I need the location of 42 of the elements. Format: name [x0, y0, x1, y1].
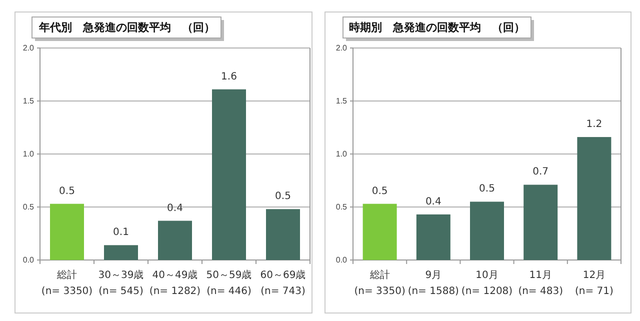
- data-label: 1.2: [586, 119, 602, 130]
- bar: [524, 184, 558, 260]
- bar: [362, 204, 397, 260]
- y-tick-label: 1.0: [336, 150, 348, 159]
- y-tick-label: 0.0: [336, 256, 348, 265]
- bar: [104, 245, 138, 260]
- x-tick-label: 60～69歳 (n= 743): [260, 269, 306, 297]
- bar: [470, 202, 504, 260]
- x-tick-label: 30～39歳 (n= 545): [98, 269, 144, 297]
- x-tick-label: 50～59歳 (n= 446): [206, 269, 252, 297]
- y-tick-label: 2.0: [336, 44, 348, 53]
- data-label: 0.5: [372, 186, 388, 197]
- data-label: 0.5: [59, 186, 75, 197]
- bar: [158, 220, 192, 260]
- x-tick-label: 総計 (n= 3350): [41, 269, 93, 297]
- x-tick-label: 総計 (n= 3350): [354, 269, 406, 297]
- x-tick-label: 10月 (n= 1208): [461, 270, 513, 297]
- x-tick-label: 40～49歳 (n= 1282): [149, 269, 201, 297]
- data-label: 0.7: [532, 166, 549, 178]
- y-tick-label: 2.0: [22, 44, 35, 53]
- data-label: 0.4: [425, 196, 442, 208]
- bar: [212, 89, 246, 260]
- data-label: 0.1: [113, 227, 129, 238]
- bar: [50, 204, 84, 260]
- data-label: 0.5: [275, 191, 291, 202]
- y-tick-label: 1.5: [336, 96, 348, 106]
- y-tick-label: 1.0: [22, 150, 35, 159]
- data-label: 0.4: [167, 202, 183, 214]
- y-tick-label: 0.0: [22, 256, 35, 265]
- chart-title: 時期別 急発進の回数平均 （回）: [349, 21, 525, 34]
- x-tick-label: 12月 (n= 71): [574, 270, 614, 297]
- x-tick-label: 9月 (n= 1588): [408, 270, 460, 297]
- y-tick-label: 1.5: [22, 96, 35, 106]
- bar: [577, 137, 612, 260]
- y-tick-label: 0.5: [336, 202, 348, 212]
- x-tick-label: 11月 (n= 483): [518, 270, 564, 297]
- data-label: 0.5: [479, 184, 495, 195]
- bar: [416, 214, 450, 260]
- bar: [266, 209, 300, 260]
- y-tick-label: 0.5: [22, 202, 35, 212]
- data-label: 1.6: [221, 71, 237, 82]
- chart-title: 年代別 急発進の回数平均 （回）: [38, 21, 215, 34]
